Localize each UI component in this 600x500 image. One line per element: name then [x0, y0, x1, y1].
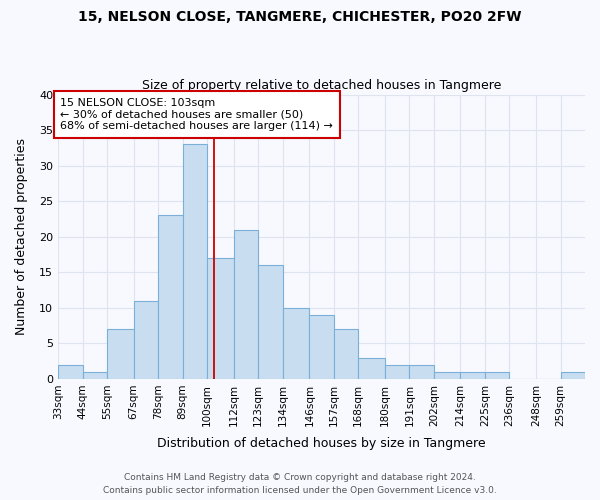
Text: Contains HM Land Registry data © Crown copyright and database right 2024.
Contai: Contains HM Land Registry data © Crown c… — [103, 474, 497, 495]
Bar — [283, 308, 310, 379]
X-axis label: Distribution of detached houses by size in Tangmere: Distribution of detached houses by size … — [157, 437, 486, 450]
Title: Size of property relative to detached houses in Tangmere: Size of property relative to detached ho… — [142, 79, 501, 92]
Bar — [207, 258, 234, 379]
Bar — [560, 372, 585, 379]
Y-axis label: Number of detached properties: Number of detached properties — [15, 138, 28, 335]
Bar — [58, 364, 83, 379]
Bar — [134, 300, 158, 379]
Bar — [234, 230, 258, 379]
Bar — [107, 329, 134, 379]
Bar — [83, 372, 107, 379]
Bar — [182, 144, 207, 379]
Bar — [385, 364, 409, 379]
Bar — [334, 329, 358, 379]
Bar — [485, 372, 509, 379]
Bar — [460, 372, 485, 379]
Bar — [434, 372, 460, 379]
Bar — [158, 216, 182, 379]
Bar — [409, 364, 434, 379]
Bar — [358, 358, 385, 379]
Text: 15, NELSON CLOSE, TANGMERE, CHICHESTER, PO20 2FW: 15, NELSON CLOSE, TANGMERE, CHICHESTER, … — [78, 10, 522, 24]
Bar — [258, 265, 283, 379]
Text: 15 NELSON CLOSE: 103sqm
← 30% of detached houses are smaller (50)
68% of semi-de: 15 NELSON CLOSE: 103sqm ← 30% of detache… — [61, 98, 333, 132]
Bar — [310, 315, 334, 379]
